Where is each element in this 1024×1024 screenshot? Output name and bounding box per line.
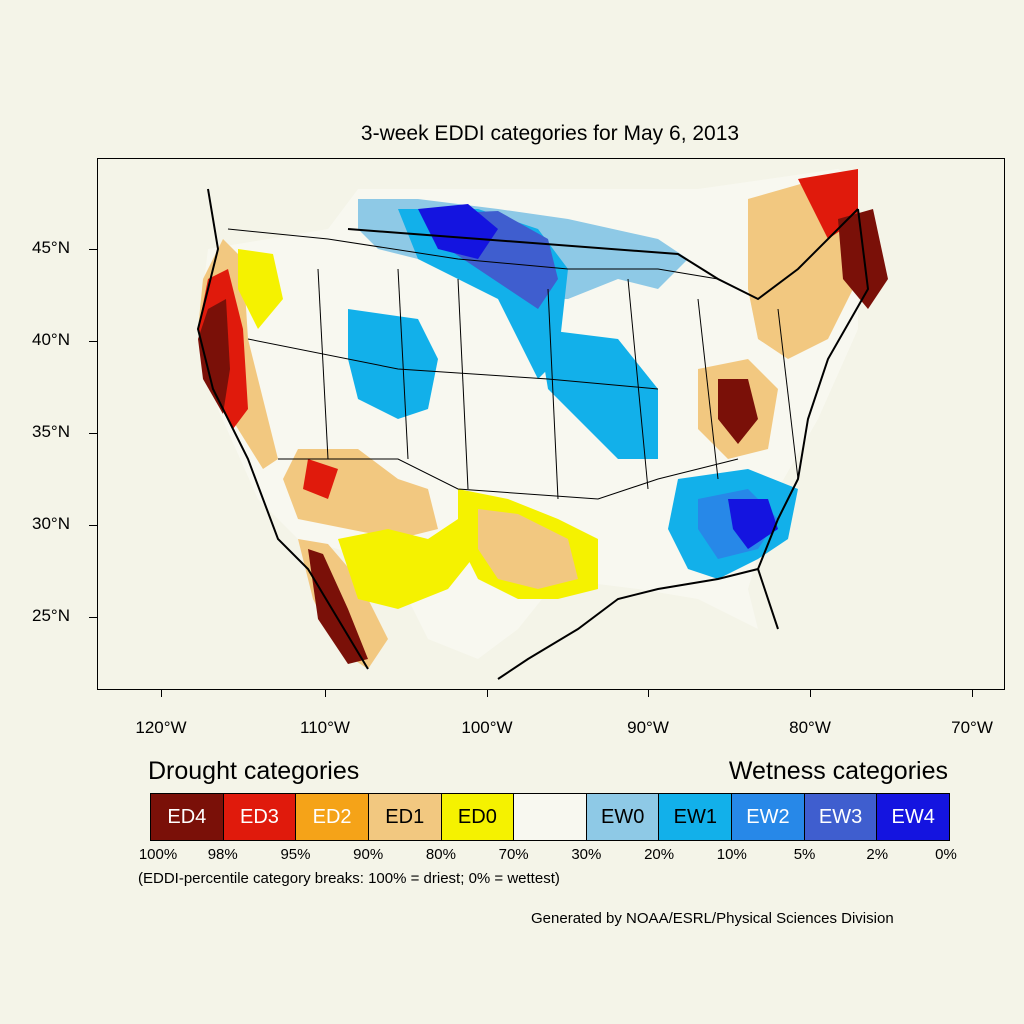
lat-label: 30°N [32, 514, 70, 533]
lat-tick [89, 617, 97, 618]
lon-tick [161, 689, 162, 697]
lon-label: 120°W [135, 718, 187, 737]
legend-swatch: ED3 [223, 794, 297, 840]
legend-swatch: ED2 [296, 794, 369, 840]
legend-break-label: 0% [935, 846, 957, 863]
eddi-map [97, 158, 1005, 690]
lat-tick [89, 341, 97, 342]
legend-break-label: 30% [571, 846, 602, 863]
eddi-map-graphic [196, 169, 888, 680]
legend-break-label: 80% [425, 846, 456, 863]
lat-tick [89, 433, 97, 434]
lat-label: 45°N [32, 238, 70, 257]
legend-break-label: 90% [353, 846, 384, 863]
legend-break-label: 98% [207, 846, 238, 863]
legend-break-label: 5% [793, 846, 816, 863]
lon-label: 90°W [627, 718, 669, 737]
lon-tick [810, 689, 811, 697]
legend-break-label: 20% [644, 846, 675, 863]
legend-swatch: EW1 [659, 794, 733, 840]
legend-break-label: 70% [498, 846, 529, 863]
lat-label: 25°N [32, 606, 70, 625]
map-title: 3-week EDDI categories for May 6, 2013 [360, 122, 740, 145]
legend-swatch: EW3 [804, 794, 878, 840]
legend-swatch: ED1 [368, 794, 442, 840]
lon-tick [972, 689, 973, 697]
lon-label: 80°W [789, 718, 831, 737]
legend-swatch: EW2 [732, 794, 805, 840]
legend-colorbar: ED4 ED3 ED2 ED1 ED0 EW0 EW1 EW2 EW3 EW4 [150, 793, 950, 841]
credit-text: Generated by NOAA/ESRL/Physical Sciences… [531, 910, 894, 927]
legend-break-label: 95% [280, 846, 311, 863]
legend-swatch: EW0 [586, 794, 660, 840]
lat-label: 40°N [32, 330, 70, 349]
lat-tick [89, 525, 97, 526]
lon-tick [325, 689, 326, 697]
lon-label: 100°W [461, 718, 513, 737]
legend-break-label: 10% [716, 846, 747, 863]
lat-label: 35°N [32, 422, 70, 441]
legend-swatch [514, 794, 587, 840]
legend-break-label: 100% [138, 846, 178, 863]
legend-swatch: ED4 [151, 794, 224, 840]
lat-tick [89, 249, 97, 250]
lon-label: 70°W [951, 718, 993, 737]
lon-tick [648, 689, 649, 697]
lon-label: 110°W [300, 718, 350, 737]
legend-swatch: EW4 [877, 794, 950, 840]
lon-tick [487, 689, 488, 697]
legend-break-label: 2% [866, 846, 889, 863]
wetness-heading: Wetness categories [728, 757, 948, 785]
legend-note: (EDDI-percentile category breaks: 100% =… [138, 870, 560, 887]
drought-heading: Drought categories [148, 757, 360, 785]
legend-swatch: ED0 [441, 794, 515, 840]
